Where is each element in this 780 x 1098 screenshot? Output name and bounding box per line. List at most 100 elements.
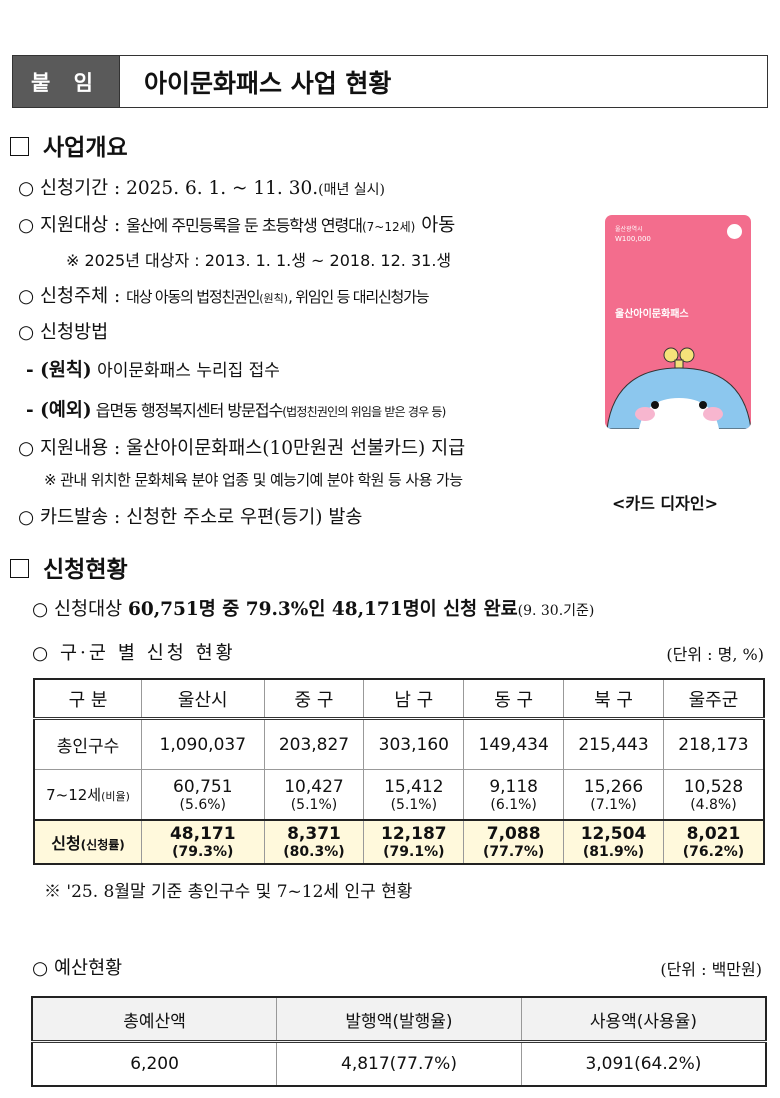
cell: 215,443 xyxy=(563,718,664,770)
item-applicant: ○ 신청주체 : 대상 아동의 법정친권인(원칙), 위임인 등 대리신청가능 xyxy=(18,286,430,307)
label: 신청기간 : xyxy=(40,178,127,199)
district-unit: (단위 : 명, %) xyxy=(666,645,764,664)
pct: (4.8%) xyxy=(690,796,737,813)
pct: (81.9%) xyxy=(582,844,645,860)
note: (매년 실시) xyxy=(318,182,386,198)
value: 10,528 xyxy=(683,776,744,797)
header-cell: 발행액(발행율) xyxy=(276,996,522,1043)
header-cell: 사용액(사용율) xyxy=(520,996,767,1043)
district-table: 구 분 울산시 중 구 남 구 동 구 북 구 울주군 총인구수 1,090,0… xyxy=(33,678,765,865)
cell: 60,751 (5.6%) xyxy=(141,769,265,821)
prefix: - (원칙) xyxy=(26,360,92,381)
value: 신청한 주소로 우편(등기) 발송 xyxy=(126,507,363,528)
card-name: 울산아이문화패스 xyxy=(615,309,689,320)
tail: , 위임인 등 대리신청가능 xyxy=(288,288,429,306)
note: (원칙) xyxy=(259,292,289,305)
cell: 203,827 xyxy=(263,718,365,770)
note: (9. 30.기준) xyxy=(517,603,595,619)
label: 지원내용 : xyxy=(40,438,127,459)
label: 7~12세 xyxy=(46,786,102,804)
item-delivery: ○ 카드발송 : 신청한 주소로 우편(등기) 발송 xyxy=(18,507,363,528)
table-note: ※ '25. 8월말 기준 총인구수 및 7~12세 인구 현황 xyxy=(44,882,413,902)
table-row: 7~12세(비율) 60,751 (5.6%) 10,427 (5.1%) 15,4… xyxy=(33,769,765,821)
pct: (5.6%) xyxy=(179,796,227,813)
item-target-note: ※ 2025년 대상자 : 2013. 1. 1.생 ~ 2018. 12. 3… xyxy=(66,251,452,270)
cell: 3,091(64.2%) xyxy=(520,1041,767,1087)
value: 8,021 xyxy=(686,824,741,844)
value: 10,427 xyxy=(284,776,344,797)
label: 카드발송 : xyxy=(40,507,127,528)
pct: (79.3%) xyxy=(172,844,234,860)
cell: 8,371 (80.3%) xyxy=(263,819,365,865)
card-logo-icon xyxy=(727,224,742,239)
cell: 149,434 xyxy=(463,718,565,770)
note: (신청률) xyxy=(80,838,125,852)
table-header-row: 총예산액 발행액(발행율) 사용액(사용율) xyxy=(31,996,767,1043)
value: 대상 아동의 법정친권인 xyxy=(126,288,260,306)
table-row-applications: 신청(신청률) 48,171 (79.3%) 8,371 (80.3%) 12,18… xyxy=(33,819,765,865)
budget-unit: (단위 : 백만원) xyxy=(660,960,762,979)
checkbox-icon xyxy=(10,137,29,156)
pct: (79.1%) xyxy=(383,844,445,860)
attachment-header: 붙 임 아이문화패스 사업 현황 xyxy=(12,55,768,108)
cell: 4,817(77.7%) xyxy=(276,1041,522,1087)
value: 2025. 6. 1. ~ 11. 30. xyxy=(126,178,319,199)
value: 15,266 xyxy=(583,776,644,797)
header-cell: 총예산액 xyxy=(31,996,278,1043)
header-cell: 남 구 xyxy=(363,678,465,720)
status-summary: ○ 신청대상 60,751명 중 79.3%인 48,171명이 신청 완료(9… xyxy=(32,599,595,620)
cell: 6,200 xyxy=(31,1041,278,1087)
prefix: - (예외) xyxy=(26,400,92,421)
value: 9,118 xyxy=(489,776,538,797)
header-cell: 중 구 xyxy=(263,678,365,720)
value: 울산아이문화패스(10만원권 선불카드) 지급 xyxy=(126,438,466,459)
note: (비율) xyxy=(101,790,130,803)
label: 구·군 별 신청 현황 xyxy=(60,643,236,664)
value: 15,412 xyxy=(384,776,444,797)
value: 60,751명 중 79.3%인 48,171명이 신청 완료 xyxy=(128,599,518,620)
card-design-image: 울산광역시 W100,000 울산아이문화패스 xyxy=(605,215,751,429)
district-status-title: ○ 구·군 별 신청 현황 xyxy=(32,643,236,664)
cell: 8,021 (76.2%) xyxy=(662,819,765,865)
item-period: ○ 신청기간 : 2025. 6. 1. ~ 11. 30.(매년 실시) xyxy=(18,178,386,199)
value: 울산에 주민등록을 둔 초등학생 연령대 xyxy=(126,216,363,235)
cell: 15,412 (5.1%) xyxy=(363,769,465,821)
card-caption: <카드 디자인> xyxy=(612,494,718,513)
budget-table: 총예산액 발행액(발행율) 사용액(사용율) 6,200 4,817(77.7%… xyxy=(31,996,767,1087)
pct: (77.7%) xyxy=(482,844,545,860)
checkbox-icon xyxy=(10,559,29,578)
method-exception: - (예외) 읍면동 행정복지센터 방문접수(법정친권인의 위임을 받은 경우 … xyxy=(26,396,446,422)
cell: 303,160 xyxy=(363,718,465,770)
label: 신청대상 xyxy=(54,599,128,620)
value: 8,371 xyxy=(287,824,341,844)
item-support: ○ 지원내용 : 울산아이문화패스(10만원권 선불카드) 지급 xyxy=(18,438,466,459)
header-cell: 울주군 xyxy=(662,678,765,720)
value: 아이문화패스 누리집 접수 xyxy=(91,361,280,381)
item-method: ○ 신청방법 xyxy=(18,322,109,343)
value: 60,751 xyxy=(173,776,233,797)
table-header-row: 구 분 울산시 중 구 남 구 동 구 북 구 울주군 xyxy=(33,678,765,720)
value: 12,504 xyxy=(580,824,647,844)
pct: (76.2%) xyxy=(682,844,745,860)
label: 신청 xyxy=(51,834,81,853)
header-cell: 울산시 xyxy=(141,678,265,720)
item-target: ○ 지원대상 : 울산에 주민등록을 둔 초등학생 연령대(7~12세) 아동 xyxy=(18,215,456,236)
value: 48,171 xyxy=(169,824,236,844)
header-cell: 북 구 xyxy=(563,678,664,720)
table-row: 6,200 4,817(77.7%) 3,091(64.2%) xyxy=(31,1041,767,1087)
cell: 218,173 xyxy=(662,718,765,770)
pct: (80.3%) xyxy=(283,844,345,860)
cell: 12,504 (81.9%) xyxy=(563,819,664,865)
cell: 9,118 (6.1%) xyxy=(463,769,565,821)
value: 7,088 xyxy=(486,824,541,844)
label: 신청방법 xyxy=(40,322,109,343)
pct: (5.1%) xyxy=(290,796,338,813)
attachment-tag: 붙 임 xyxy=(13,56,119,107)
row-label: 신청(신청률) xyxy=(33,819,142,865)
pct: (7.1%) xyxy=(590,796,637,813)
budget-title: ○ 예산현황 xyxy=(32,958,123,979)
tail: 아동 xyxy=(415,215,456,236)
pct: (6.1%) xyxy=(490,796,537,813)
cell: 12,187 (79.1%) xyxy=(363,819,465,865)
section-overview-heading: 사업개요 xyxy=(10,128,128,162)
